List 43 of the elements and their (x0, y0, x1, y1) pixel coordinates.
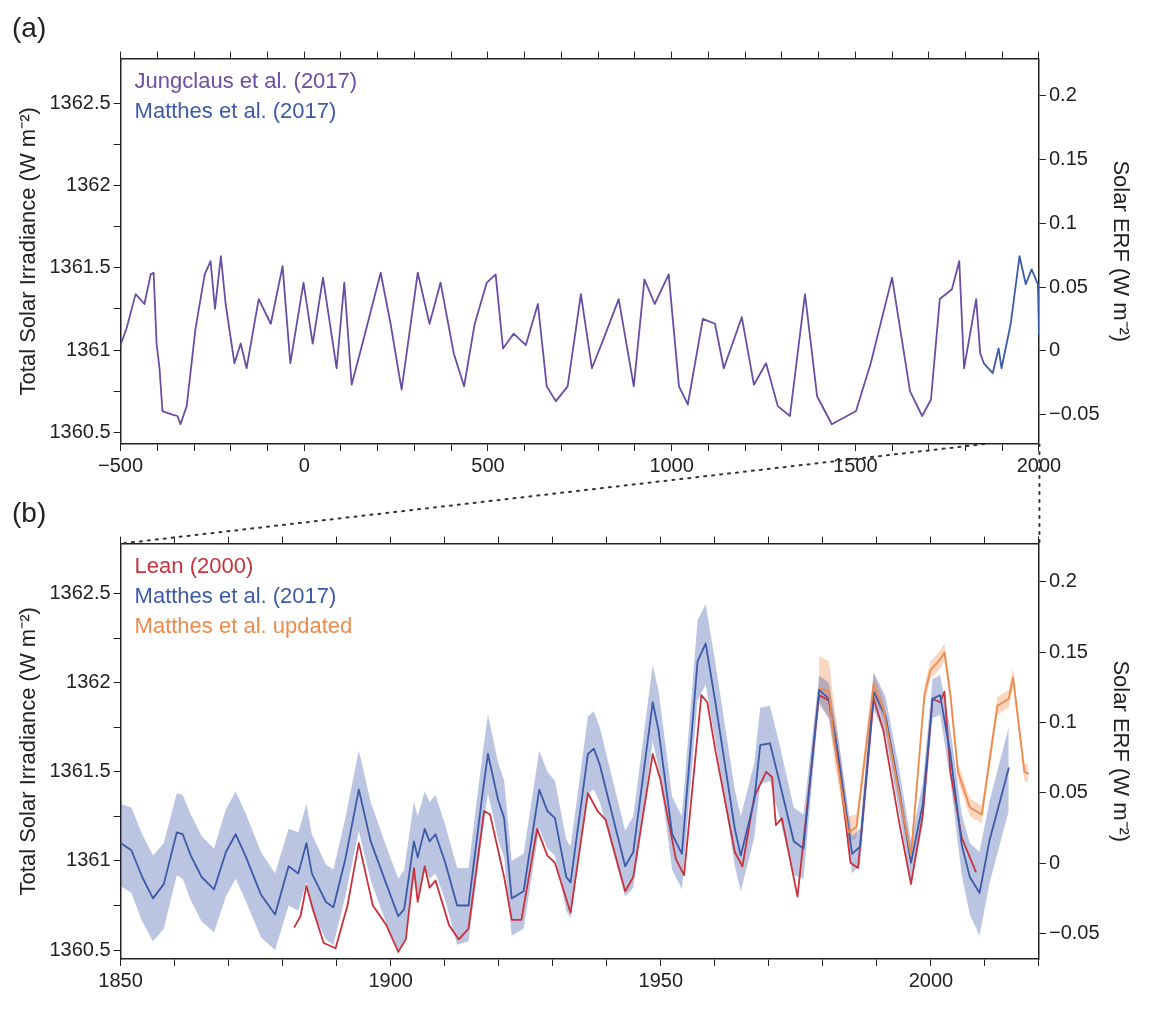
y2-tick-label: 0 (1048, 338, 1061, 361)
y2-tick-label: 0.2 (1048, 83, 1077, 106)
y-tick-label: 1362.5 (49, 581, 111, 604)
y-tick-label: 1362.5 (49, 90, 111, 113)
x-tick-label: 1000 (649, 453, 694, 476)
y2-tick-label: −0.05 (1048, 921, 1100, 944)
x-tick-label: 2000 (1016, 453, 1062, 476)
y-axis-title: Total Solar Irradiance (W m⁻²) (15, 107, 41, 396)
y2-tick-label: 0.1 (1048, 709, 1077, 732)
y2-tick-label: 0.1 (1048, 210, 1077, 233)
x-tick-label: 1500 (833, 453, 878, 476)
chart-title: (b) (12, 496, 47, 528)
y2-tick-label: 0.15 (1048, 639, 1088, 662)
y-axis-title: Total Solar Irradiance (W m⁻²) (15, 607, 41, 896)
y-tick-label: 1360.5 (49, 419, 111, 442)
x-tick-label: −500 (98, 453, 144, 476)
x-tick-label: 0 (298, 453, 310, 476)
y2-tick-label: 0.15 (1048, 146, 1088, 169)
x-tick-label: 1900 (368, 968, 413, 991)
text: Matthes et al. updated (134, 612, 353, 638)
y2-tick-label: 0 (1048, 850, 1061, 873)
y2-tick-label: 0.05 (1048, 780, 1088, 803)
x-tick-label: 2000 (908, 968, 954, 991)
y-tick-label: 1360.5 (49, 937, 111, 960)
chart-title: (a) (12, 11, 47, 43)
y2-axis-title: Solar ERF (W m⁻²) (1108, 660, 1134, 843)
y-tick-label: 1362 (66, 670, 111, 693)
x-tick-label: 500 (471, 453, 505, 476)
y2-axis-title: Solar ERF (W m⁻²) (1108, 160, 1134, 343)
text: Lean (2000) (134, 552, 254, 578)
y2-tick-label: 0.05 (1048, 274, 1088, 297)
y-tick-label: 1361.5 (49, 759, 111, 782)
y-tick-label: 1361.5 (49, 255, 111, 278)
text: Matthes et al. (2017) (134, 97, 337, 123)
text: Matthes et al. (2017) (134, 582, 337, 608)
y2-tick-label: 0.2 (1048, 569, 1077, 592)
y-tick-label: 1361 (66, 848, 111, 871)
text: Jungclaus et al. (2017) (134, 67, 358, 93)
x-tick-label: 1950 (638, 968, 684, 991)
y-tick-label: 1361 (66, 337, 111, 360)
x-tick-label: 1850 (98, 968, 143, 991)
y2-tick-label: −0.05 (1048, 402, 1100, 425)
y-tick-label: 1362 (66, 172, 111, 195)
